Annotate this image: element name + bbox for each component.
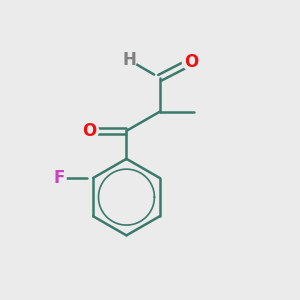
Text: O: O xyxy=(82,122,97,140)
Circle shape xyxy=(81,122,98,140)
Circle shape xyxy=(51,171,66,185)
Text: F: F xyxy=(53,169,64,187)
Text: O: O xyxy=(184,53,198,71)
Text: H: H xyxy=(122,51,136,69)
Circle shape xyxy=(182,53,200,70)
Circle shape xyxy=(122,53,137,68)
